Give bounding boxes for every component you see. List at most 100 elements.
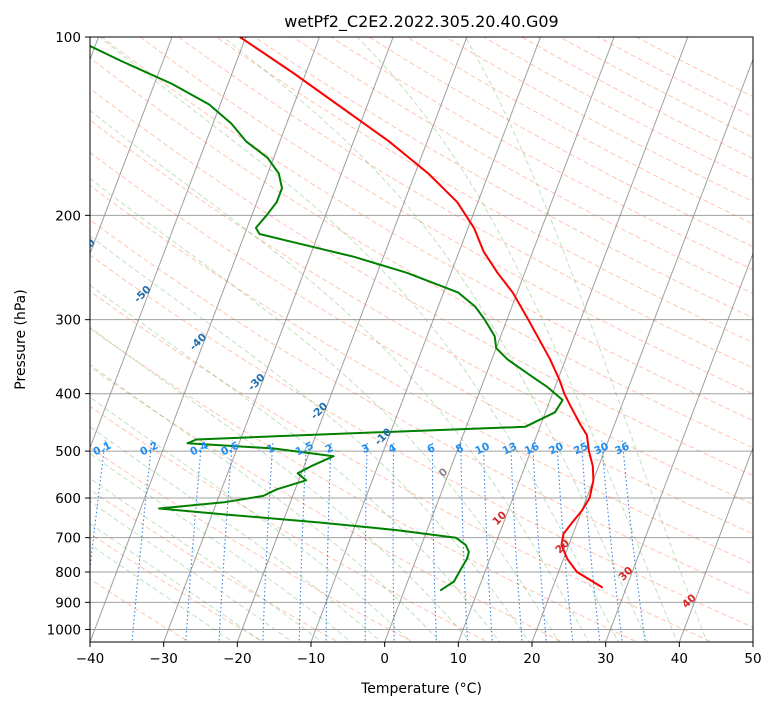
mixing-ratio-label: 4: [386, 442, 398, 456]
dry-adiabat: [90, 185, 753, 565]
moist-adiabat: [90, 284, 501, 642]
mixing-ratio-label: 6: [425, 442, 437, 456]
mixing-ratio-line: [185, 440, 203, 642]
dry-adiabat: [90, 327, 639, 642]
dry-adiabat: [90, 151, 753, 535]
mixing-ratio-label: 25: [572, 440, 590, 457]
isotherm: [457, 37, 689, 642]
mixing-ratio-line: [532, 440, 547, 642]
y-axis-label: Pressure (hPa): [13, 289, 29, 389]
mixing-ratio-label: 0.1: [91, 440, 113, 459]
mixing-ratio-label: 20: [547, 440, 565, 457]
dry-adiabat: [482, 37, 753, 181]
x-axis-label: Temperature (°C): [360, 681, 482, 697]
mixing-ratio-line: [431, 440, 437, 642]
mixing-ratio-label: 2: [324, 442, 336, 456]
isotherm-label: 0: [437, 466, 451, 480]
y-tick-label: 500: [55, 444, 81, 460]
y-tick-label: 900: [55, 595, 81, 611]
background-lines: [90, 37, 753, 642]
dry-adiabat: [597, 37, 753, 118]
mixing-ratio-label: 0.6: [219, 440, 241, 459]
mixing-ratio-line: [131, 440, 153, 642]
isotherm: [90, 37, 247, 450]
moist-adiabat: [90, 500, 293, 642]
y-tick-label: 100: [55, 30, 81, 46]
isotherm: [236, 37, 468, 642]
isotherm: [384, 37, 615, 642]
isotherm-label: -20: [309, 400, 331, 422]
dry-adiabat: [330, 37, 753, 271]
dry-adiabat: [139, 37, 753, 395]
moist-adiabat: [90, 453, 353, 642]
mixing-ratio-label: 16: [523, 440, 541, 457]
moist-adiabat: [99, 37, 619, 642]
dry-adiabat: [90, 219, 753, 596]
isotherm-label: -70: [20, 189, 42, 211]
mixing-ratio-label: 10: [473, 440, 491, 457]
mixing-ratio-label: 8: [454, 442, 466, 456]
dry-adiabat: [292, 37, 753, 295]
mixing-ratio-line: [601, 440, 623, 642]
dry-adiabat: [101, 37, 753, 422]
mixing-ratio-label: 36: [613, 440, 631, 457]
isotherm: [163, 37, 394, 642]
isotherm: [310, 37, 541, 642]
isotherm-label: -60: [76, 237, 98, 259]
x-tick-label: −40: [76, 651, 105, 667]
isotherm-label: -30: [246, 371, 268, 393]
isotherm: [531, 57, 753, 642]
x-tick-label: 0: [380, 651, 389, 667]
x-tick-label: −20: [223, 651, 252, 667]
mixing-ratio-label: 3: [360, 442, 372, 456]
moist-adiabat: [222, 37, 649, 642]
isotherm-label: 40: [680, 592, 699, 611]
dry-adiabat: [90, 87, 753, 477]
isotherm: [678, 446, 753, 642]
y-tick-label: 800: [55, 565, 81, 581]
isotherm: [605, 252, 753, 642]
isotherm-label: 20: [553, 537, 572, 556]
y-tick-label: 600: [55, 491, 81, 507]
mixing-ratio-label: 13: [501, 440, 519, 457]
mixing-ratio-line: [218, 440, 233, 642]
moist-adiabat: [90, 235, 531, 642]
x-tick-label: 30: [597, 651, 614, 667]
x-tick-label: 50: [744, 651, 761, 667]
moist-adiabat: [90, 396, 412, 642]
isotherm: [752, 640, 753, 642]
isopleth-labels: 0.10.20.40.611.52346810131620253036-100-…: [20, 189, 699, 611]
isotherm: [90, 37, 173, 256]
dry-adiabat: [90, 532, 265, 642]
dry-adiabat: [90, 489, 340, 642]
moist-adiabat: [90, 326, 471, 642]
moist-adiabat: [90, 363, 442, 642]
grid: [90, 37, 753, 642]
x-tick-label: 10: [450, 651, 467, 667]
mixing-ratio-line: [510, 440, 523, 642]
y-axis: 100 200 300 400 500 600 700 800 900 1000: [47, 30, 90, 638]
isotherm-label: -40: [187, 331, 209, 353]
isotherm-label: -50: [132, 283, 154, 305]
dry-adiabat: [90, 366, 564, 642]
dewpoint-profile: [90, 44, 564, 592]
mixing-ratio-label: 0.2: [138, 440, 160, 459]
isotherm: [90, 37, 320, 642]
y-tick-label: 700: [55, 531, 81, 547]
mixing-ratio-label: 1.5: [294, 440, 316, 459]
y-tick-label: 300: [55, 313, 81, 329]
mixing-ratio-line: [556, 440, 574, 642]
mixing-ratio-line: [392, 440, 395, 642]
mixing-ratio-line: [364, 440, 368, 642]
mixing-ratio-line: [262, 440, 274, 642]
dry-adiabat: [215, 37, 753, 344]
dry-adiabat: [635, 37, 753, 98]
mixing-ratio-line: [482, 440, 493, 642]
x-axis: −40 −30 −20 −10 0 10 20 30 40 50: [76, 642, 762, 667]
y-tick-label: 400: [55, 387, 81, 403]
mixing-ratio-line: [580, 440, 601, 642]
dry-adiabat: [520, 37, 753, 160]
dry-adiabat: [406, 37, 753, 225]
x-tick-label: −10: [297, 651, 326, 667]
